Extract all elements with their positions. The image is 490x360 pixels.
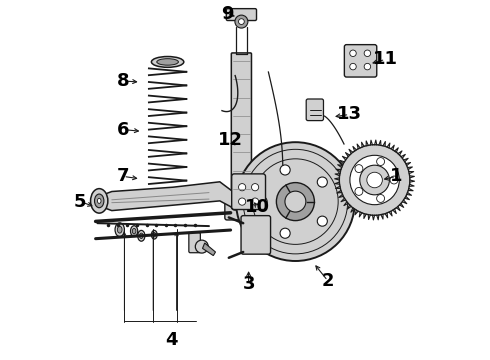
Ellipse shape (151, 230, 157, 239)
Text: 4: 4 (165, 331, 177, 349)
Text: 7: 7 (117, 167, 129, 185)
Circle shape (196, 240, 208, 253)
Ellipse shape (151, 57, 184, 67)
Circle shape (367, 172, 382, 188)
Ellipse shape (132, 229, 136, 234)
Circle shape (251, 184, 259, 191)
Circle shape (236, 142, 355, 261)
Polygon shape (202, 243, 216, 256)
Circle shape (350, 155, 399, 205)
Ellipse shape (153, 233, 156, 237)
Text: 12: 12 (218, 131, 243, 149)
Polygon shape (99, 182, 242, 212)
Circle shape (360, 165, 390, 195)
Ellipse shape (130, 226, 138, 237)
Circle shape (239, 19, 245, 24)
Text: 2: 2 (321, 272, 334, 290)
Ellipse shape (157, 59, 178, 65)
Circle shape (239, 184, 245, 191)
FancyBboxPatch shape (306, 99, 323, 121)
Circle shape (355, 188, 363, 195)
Circle shape (317, 216, 327, 226)
Text: 5: 5 (74, 193, 86, 211)
Ellipse shape (154, 189, 181, 199)
Text: 3: 3 (243, 275, 255, 293)
Circle shape (339, 145, 410, 215)
Ellipse shape (115, 223, 124, 237)
Circle shape (350, 50, 356, 57)
FancyBboxPatch shape (344, 45, 377, 77)
Circle shape (251, 198, 259, 205)
Circle shape (276, 183, 315, 221)
Text: 1: 1 (390, 167, 402, 185)
Ellipse shape (98, 198, 101, 203)
Circle shape (317, 177, 327, 187)
Ellipse shape (91, 189, 108, 213)
Text: 11: 11 (373, 50, 398, 68)
Ellipse shape (140, 233, 143, 239)
Text: 9: 9 (221, 5, 233, 23)
Circle shape (355, 165, 363, 172)
FancyBboxPatch shape (189, 233, 200, 253)
Text: 13: 13 (337, 105, 362, 123)
Circle shape (235, 15, 248, 28)
Ellipse shape (118, 226, 122, 233)
Circle shape (244, 202, 252, 210)
Ellipse shape (95, 194, 104, 208)
Ellipse shape (159, 192, 176, 197)
Circle shape (285, 191, 306, 212)
FancyBboxPatch shape (225, 194, 258, 220)
FancyBboxPatch shape (226, 9, 257, 21)
Ellipse shape (138, 230, 145, 241)
Circle shape (239, 198, 245, 205)
FancyBboxPatch shape (232, 174, 266, 210)
Circle shape (280, 165, 290, 175)
Circle shape (377, 158, 385, 166)
Circle shape (257, 197, 267, 207)
Circle shape (231, 202, 239, 210)
Text: 10: 10 (245, 198, 270, 216)
FancyBboxPatch shape (241, 216, 270, 254)
FancyBboxPatch shape (231, 53, 251, 199)
Text: 8: 8 (117, 72, 130, 90)
Circle shape (364, 50, 370, 57)
Circle shape (280, 228, 290, 238)
Circle shape (364, 63, 370, 70)
Circle shape (377, 194, 385, 202)
Circle shape (350, 63, 356, 70)
Text: 6: 6 (117, 121, 129, 139)
Circle shape (390, 176, 398, 184)
